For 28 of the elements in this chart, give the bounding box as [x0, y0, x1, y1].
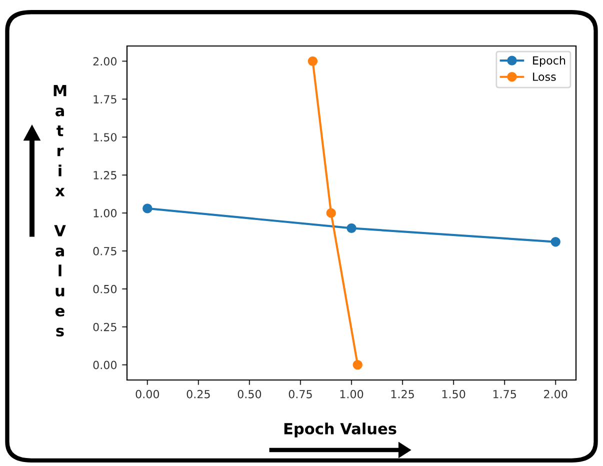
- y-tick-label: 0.75: [93, 246, 116, 256]
- x-tick-label: 1.25: [391, 390, 414, 398]
- y-tick-label: 1.25: [94, 171, 116, 180]
- point: [308, 56, 318, 66]
- y-tick-label: 1.75: [94, 95, 116, 104]
- y-tick-label: 0.50: [93, 284, 117, 294]
- y-tick-label: 0.00: [93, 360, 117, 370]
- x-tick-label: 0.25: [186, 390, 210, 398]
- y-tick-label: 0.25: [93, 322, 116, 332]
- point: [346, 223, 356, 234]
- x-tick-label: 0.75: [288, 390, 312, 398]
- legend-label: Loss: [533, 72, 556, 81]
- text: Matrix Values: [54, 85, 66, 336]
- y-tick-label: 2.00: [93, 57, 117, 66]
- x-axis-title: Epoch Values: [284, 422, 396, 438]
- x-tick-label: 2.00: [544, 390, 568, 398]
- point: [142, 204, 152, 214]
- x-tick-label: 0.00: [136, 390, 160, 398]
- point: [550, 236, 560, 247]
- legend-label: Epoch: [533, 56, 566, 67]
- x-tick-label: 1.75: [493, 390, 516, 398]
- point: [352, 360, 362, 370]
- x-tick-label: 1.50: [442, 390, 466, 398]
- x-tick-label: 0.50: [238, 390, 262, 398]
- y-tick-label: 1.50: [94, 133, 117, 142]
- x-tick-label: 1.00: [340, 390, 364, 398]
- point: [326, 208, 336, 218]
- y-tick-label: 1.00: [94, 208, 117, 218]
